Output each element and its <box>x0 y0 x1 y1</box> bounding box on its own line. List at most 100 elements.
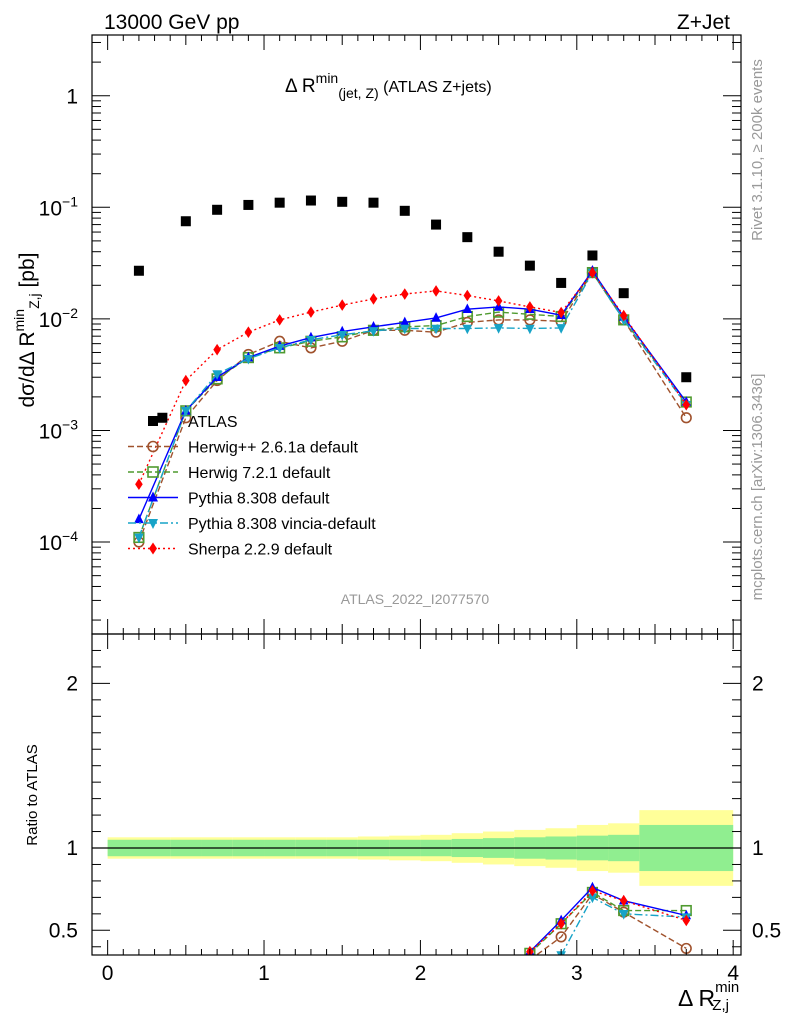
series-point <box>588 266 597 279</box>
legend-marker <box>148 519 158 529</box>
rivet-label: Rivet 3.1.10, ≥ 200k events <box>749 59 766 241</box>
main-y-tick-label: 10−1 <box>39 193 79 220</box>
series-point <box>431 312 441 322</box>
legend-label: ATLAS <box>188 414 238 431</box>
ratio-y-axis-label: Ratio to ATLAS <box>24 744 41 845</box>
series-point <box>399 316 410 327</box>
legend-marker <box>149 542 157 555</box>
data-point <box>587 250 598 261</box>
x-tick-label: 4 <box>727 962 739 985</box>
ratio-line <box>529 891 687 954</box>
series-point <box>181 407 191 417</box>
series-point <box>243 354 254 365</box>
data-point <box>368 197 379 208</box>
series-point <box>212 370 222 380</box>
data-point <box>431 219 442 230</box>
series-point <box>135 478 143 491</box>
series-line <box>138 271 687 538</box>
ratio-y-tick-label: 2 <box>66 672 78 695</box>
series-point <box>494 295 503 307</box>
data-point <box>524 260 535 271</box>
series-point <box>431 324 441 335</box>
legend-label: Herwig++ 2.6.1a default <box>188 440 358 457</box>
data-point <box>274 197 285 208</box>
series-point <box>680 412 692 424</box>
main-y-axis-label: dσ/dΔ RminZ,j [pb] <box>11 252 42 407</box>
data-point <box>556 277 567 288</box>
legend-marker <box>148 416 158 426</box>
legend: ATLAS Herwig++ 2.6.1a default Herwig 7.2.1… <box>128 414 376 559</box>
main-y-tick-label: 10−2 <box>39 305 79 332</box>
data-point <box>133 265 144 276</box>
series-line <box>138 269 687 520</box>
legend-marker <box>147 466 159 478</box>
series-point <box>275 314 284 326</box>
ratio-panel: 0.5 0.5 1 1 2 2 0 1 2 3 4 Ratio to ATLAS Δ Rmin Z,j <box>24 633 781 1014</box>
main-y-tick-label: 10−4 <box>39 528 79 555</box>
series-point <box>399 324 410 335</box>
series-point <box>682 398 691 411</box>
series-point <box>493 324 504 334</box>
legend-marker <box>148 491 158 502</box>
series-point <box>462 324 473 335</box>
series-point <box>213 343 221 356</box>
ratio-point <box>588 885 597 897</box>
x-tick-label: 1 <box>258 962 270 985</box>
ratio-frame <box>91 633 742 956</box>
series-point <box>369 293 378 305</box>
data-point <box>243 199 254 210</box>
ratio-series-4 <box>526 885 691 955</box>
series-point <box>134 513 144 524</box>
series-point <box>525 324 535 335</box>
series-point <box>134 533 144 544</box>
series-point <box>337 331 348 341</box>
series-point <box>307 306 315 318</box>
ratio-y-tick-label-right: 0.5 <box>752 919 781 942</box>
data-point <box>180 216 191 227</box>
main-panel: 1 10−1 10−2 10−3 10−4 Δ Rmin(jet, Z) (ATLAS Z… <box>11 34 742 635</box>
series-point <box>400 288 409 300</box>
x-tick-label: 2 <box>415 962 427 985</box>
ratio-series-2 <box>525 881 692 955</box>
legend-label: Sherpa 2.2.9 default <box>188 542 333 559</box>
legend-marker <box>147 440 159 453</box>
ratio-point <box>619 894 628 907</box>
main-y-tick-label: 10−3 <box>39 416 79 443</box>
ratio-point <box>587 893 598 904</box>
data-point <box>305 195 316 206</box>
ratio-point <box>557 917 565 930</box>
series-line <box>138 271 687 543</box>
data-point <box>618 288 629 299</box>
header-right: Z+Jet <box>677 11 730 34</box>
series-point <box>338 299 347 311</box>
series-line <box>138 271 687 538</box>
x-axis-label: Δ Rmin Z,j <box>678 979 739 1014</box>
data-point <box>212 204 223 215</box>
series-4 <box>135 266 691 491</box>
legend-label: Pythia 8.308 vincia-default <box>188 516 376 533</box>
series-point <box>557 306 565 319</box>
series-point <box>368 327 379 337</box>
ratio-series-1 <box>524 886 692 955</box>
ratio-y-tick-label-right: 1 <box>752 837 764 860</box>
legend-label: Pythia 8.308 default <box>188 491 330 508</box>
series-point <box>244 326 253 338</box>
series-point <box>182 374 190 387</box>
data-point <box>681 372 692 383</box>
ratio-y-tick-label-right: 2 <box>752 672 764 695</box>
ratio-y-tick-label: 0.5 <box>49 919 78 942</box>
data-point <box>157 412 168 423</box>
x-tick-label: 3 <box>571 962 583 985</box>
series-point <box>526 301 534 313</box>
ratio-point <box>555 931 567 943</box>
series-point <box>619 309 628 322</box>
series-point <box>432 285 440 297</box>
series-point <box>463 289 472 302</box>
ratio-point <box>618 910 629 920</box>
data-point <box>493 246 504 257</box>
header-left: 13000 GeV pp <box>104 11 239 34</box>
series-point <box>556 324 566 334</box>
main-y-tick-label: 1 <box>66 86 78 109</box>
legend-label: Herwig 7.2.1 default <box>188 465 331 482</box>
